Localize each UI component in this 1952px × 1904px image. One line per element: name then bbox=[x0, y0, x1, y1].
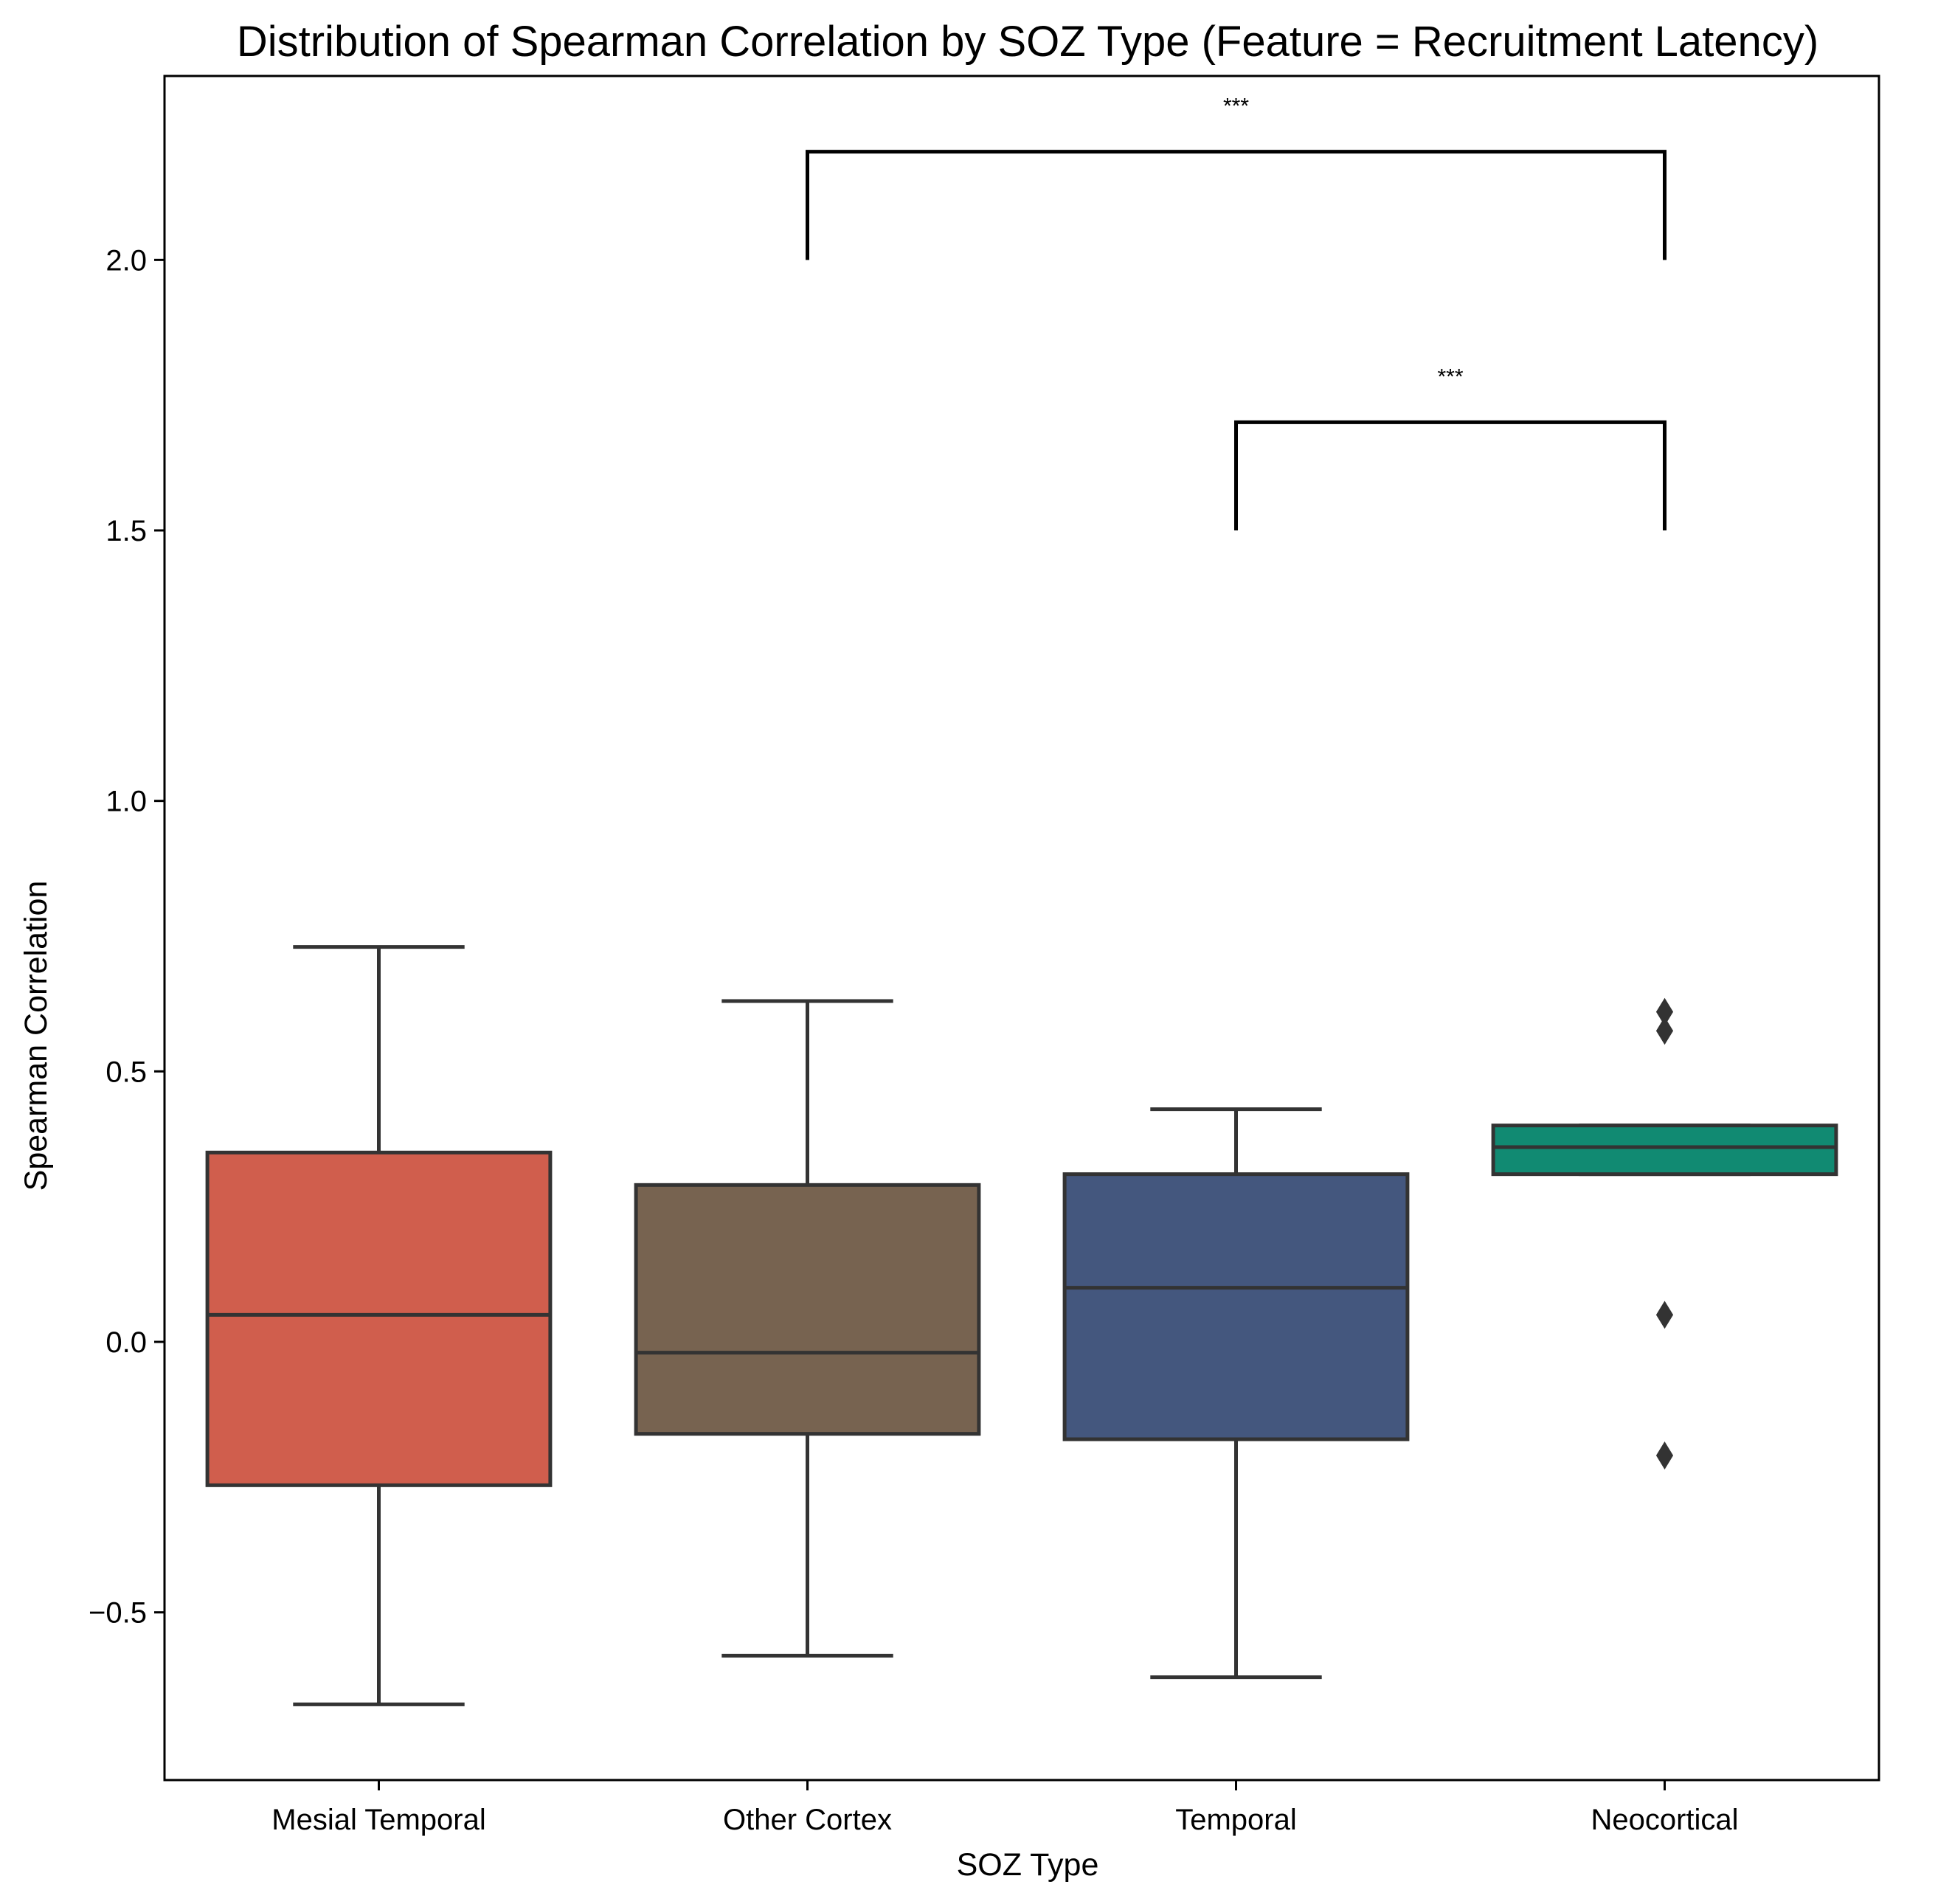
y-tick-label: 0.5 bbox=[105, 1056, 147, 1088]
x-axis: Mesial Temporal Other Cortex Temporal Neoco… bbox=[271, 1780, 1739, 1836]
box-temporal bbox=[1062, 1107, 1410, 1680]
y-axis: −0.5 0.0 0.5 1.0 1.5 2.0 bbox=[89, 244, 165, 1630]
significance-bracket bbox=[806, 150, 1667, 260]
x-tick-label: Mesial Temporal bbox=[271, 1804, 486, 1836]
significance-label: *** bbox=[1437, 364, 1463, 389]
x-tick-label: Temporal bbox=[1175, 1804, 1297, 1836]
outlier-point bbox=[1655, 1301, 1674, 1329]
x-tick-label: Neocortical bbox=[1591, 1804, 1738, 1836]
box-other-cortex bbox=[634, 999, 981, 1658]
plot-area-frame bbox=[163, 75, 1880, 1782]
y-tick-label: 1.5 bbox=[105, 515, 147, 547]
box-body bbox=[634, 1183, 981, 1436]
significance-annotations: *** *** bbox=[806, 94, 1667, 530]
y-axis-label: Spearman Correlation bbox=[18, 881, 54, 1191]
y-tick-label: 1.0 bbox=[105, 786, 147, 818]
y-tick-label: −0.5 bbox=[89, 1597, 147, 1630]
x-axis-label: SOZ Type bbox=[957, 1847, 1099, 1883]
box-plots bbox=[205, 945, 1838, 1706]
chart-title: Distribution of Spearman Correlation by … bbox=[237, 18, 1818, 66]
box-body bbox=[205, 1150, 553, 1487]
outlier-point bbox=[1655, 1441, 1674, 1469]
box-body bbox=[1491, 1124, 1838, 1177]
y-tick-label: 2.0 bbox=[105, 244, 147, 277]
outlier-point bbox=[1655, 1017, 1674, 1045]
x-tick-label: Other Cortex bbox=[723, 1804, 892, 1836]
box-mesial-temporal bbox=[205, 945, 553, 1706]
y-tick-label: 0.0 bbox=[105, 1326, 147, 1359]
significance-bracket bbox=[1234, 420, 1667, 530]
box-neocortical bbox=[1491, 997, 1838, 1469]
significance-label: *** bbox=[1223, 94, 1249, 119]
box-body bbox=[1062, 1172, 1410, 1441]
